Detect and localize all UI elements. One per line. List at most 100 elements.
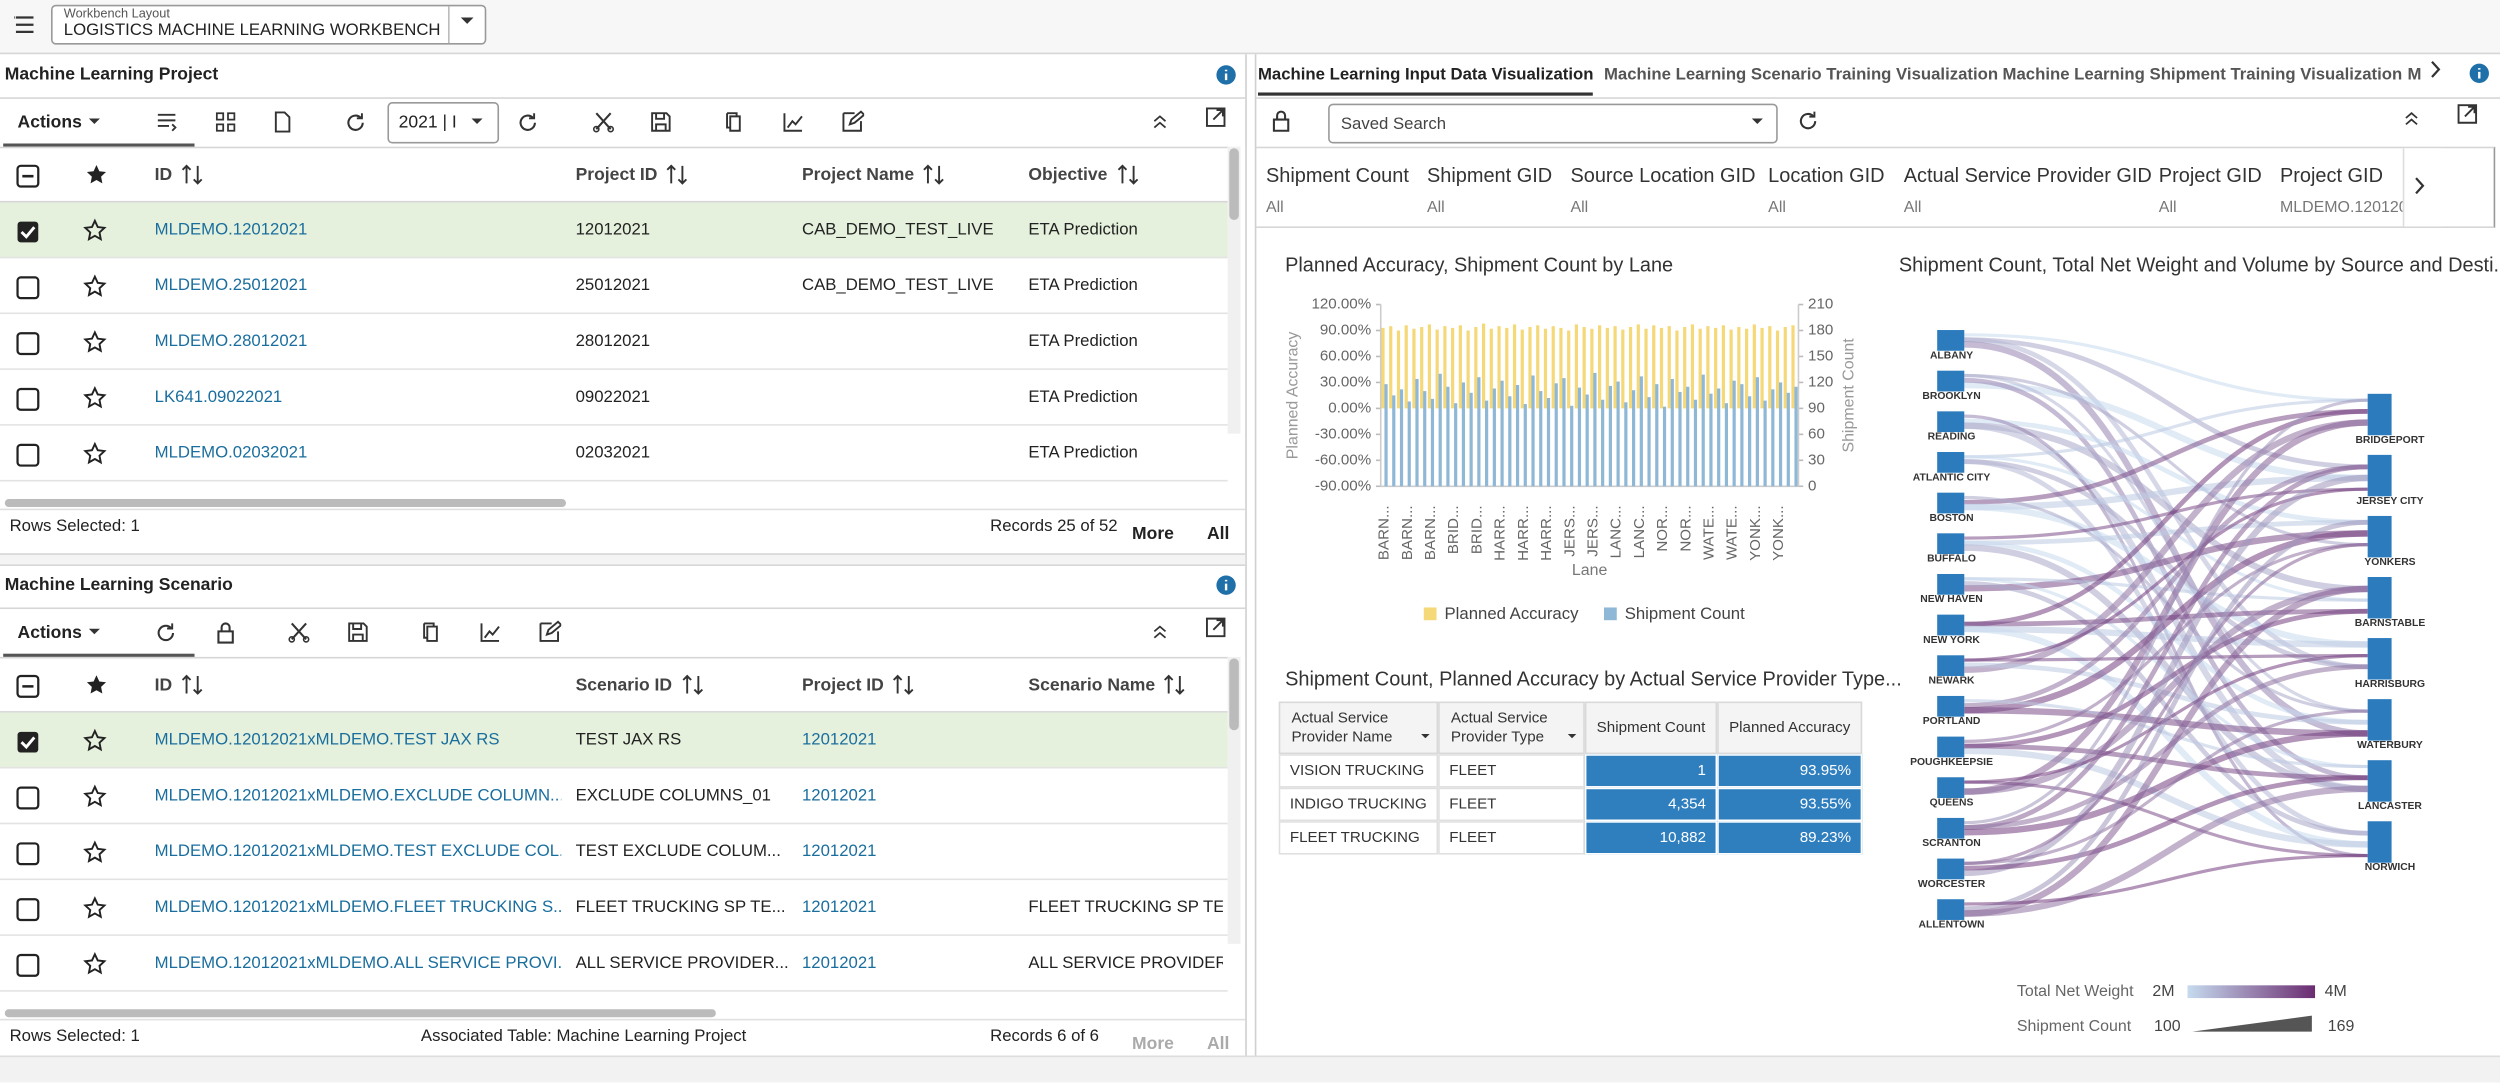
filter-label[interactable]: Project GID (2280, 164, 2383, 186)
sort-button[interactable] (891, 673, 915, 697)
toolbar-button[interactable] (214, 620, 238, 644)
favorite-button[interactable] (83, 330, 107, 354)
toolbar-button[interactable] (517, 110, 541, 134)
toolbar-button[interactable] (722, 110, 746, 134)
row-link[interactable]: 12012021 (802, 729, 876, 751)
favorite-button[interactable] (83, 840, 107, 864)
filter-label[interactable]: Shipment GID (1427, 164, 1552, 186)
toolbar-button[interactable] (537, 620, 561, 644)
sort-button[interactable] (1162, 673, 1186, 697)
more-button[interactable]: More (1132, 523, 1174, 545)
favorite-button[interactable] (83, 896, 107, 920)
refresh-button[interactable] (1797, 108, 1821, 132)
favorite-button[interactable] (83, 386, 107, 410)
layout-dropdown[interactable] (458, 10, 482, 34)
row-link[interactable]: MLDEMO.12012021xMLDEMO.EXCLUDE COLUMN... (155, 784, 562, 806)
sort-indicator[interactable] (1566, 729, 1582, 745)
column-header[interactable]: Project ID (802, 674, 884, 696)
collapse-button[interactable] (2400, 105, 2424, 129)
info-button[interactable] (1215, 64, 1237, 86)
row-link[interactable]: 12012021 (802, 784, 876, 806)
column-header[interactable]: ID (155, 164, 173, 186)
row-link[interactable]: 12012021 (802, 896, 876, 918)
row-link[interactable]: MLDEMO.12012021xMLDEMO.FLEET TRUCKING S.… (155, 896, 562, 918)
filter-label[interactable]: Location GID (1768, 164, 1884, 186)
actions-menu[interactable]: Actions (18, 112, 82, 134)
row-checkbox[interactable] (16, 730, 40, 754)
row-link[interactable]: MLDEMO.12012021xMLDEMO.ALL SERVICE PROVI… (155, 952, 562, 974)
toolbar-button[interactable] (344, 110, 368, 134)
row-checkbox[interactable] (16, 842, 40, 866)
maximize-button[interactable] (1204, 615, 1228, 639)
tab[interactable]: Machine Learning Shipment Training Visua… (2003, 64, 2403, 86)
row-link[interactable]: 12012021 (802, 952, 876, 974)
row-checkbox[interactable] (16, 220, 40, 244)
column-header[interactable]: ID (155, 674, 173, 696)
filter-label[interactable]: Actual Service Provider GID (1904, 164, 2152, 186)
toolbar-button[interactable] (346, 620, 370, 644)
toolbar-button[interactable] (155, 620, 179, 644)
column-header[interactable]: Scenario ID (576, 674, 673, 696)
sort-button[interactable] (180, 163, 204, 187)
column-header[interactable]: Project Name (802, 164, 914, 186)
toolbar-button[interactable] (649, 110, 673, 134)
maximize-button[interactable] (1204, 105, 1228, 129)
more-button[interactable]: More (1132, 1033, 1174, 1055)
select-all-checkbox[interactable] (16, 674, 40, 698)
sort-button[interactable] (681, 673, 705, 697)
info-button[interactable] (1215, 574, 1237, 596)
search-caret[interactable] (469, 112, 490, 133)
row-link[interactable]: MLDEMO.02032021 (155, 442, 308, 464)
row-checkbox[interactable] (16, 443, 40, 467)
row-checkbox[interactable] (16, 786, 40, 810)
menu-button[interactable] (13, 13, 37, 37)
actions-caret[interactable] (86, 112, 107, 133)
tab-scroll-button[interactable] (2425, 59, 2446, 80)
favorite-button[interactable] (83, 952, 107, 976)
row-checkbox[interactable] (16, 898, 40, 922)
toolbar-button[interactable] (287, 620, 311, 644)
favorite-button[interactable] (83, 784, 107, 808)
toolbar-button[interactable] (271, 110, 295, 134)
row-link[interactable]: MLDEMO.25012021 (155, 274, 308, 296)
filter-label[interactable]: Source Location GID (1570, 164, 1755, 186)
sort-button[interactable] (180, 673, 204, 697)
row-checkbox[interactable] (16, 332, 40, 356)
favorite-button[interactable] (83, 218, 107, 242)
filter-label[interactable]: Project GID (2159, 164, 2262, 186)
toolbar-button[interactable] (419, 620, 443, 644)
row-link[interactable]: LK641.09022021 (155, 386, 283, 408)
row-link[interactable]: MLDEMO.12012021 (155, 218, 308, 240)
favorite-button[interactable] (83, 274, 107, 298)
row-link[interactable]: MLDEMO.12012021xMLDEMO.TEST JAX RS (155, 729, 500, 751)
sort-indicator[interactable] (1419, 729, 1435, 745)
row-link[interactable]: 12012021 (802, 840, 876, 862)
favorite-button[interactable] (83, 442, 107, 466)
saved-search-caret[interactable] (1749, 112, 1770, 133)
toolbar-button[interactable] (592, 110, 616, 134)
sort-button[interactable] (1116, 163, 1140, 187)
toolbar-button[interactable] (155, 110, 179, 134)
column-header[interactable]: Project ID (576, 164, 658, 186)
all-button[interactable]: All (1207, 1033, 1229, 1055)
column-header[interactable]: Scenario Name (1028, 674, 1155, 696)
sort-button[interactable] (922, 163, 946, 187)
toolbar-button[interactable] (214, 110, 238, 134)
collapse-button[interactable] (1148, 108, 1172, 132)
sort-button[interactable] (665, 163, 689, 187)
tab[interactable]: M (2408, 64, 2427, 86)
select-all-checkbox[interactable] (16, 164, 40, 188)
collapse-button[interactable] (1148, 619, 1172, 643)
row-checkbox[interactable] (16, 276, 40, 300)
row-link[interactable]: MLDEMO.28012021 (155, 330, 308, 352)
all-button[interactable]: All (1207, 523, 1229, 545)
actions-menu[interactable]: Actions (18, 622, 82, 644)
tab-active[interactable]: Machine Learning Input Data Visualizatio… (1258, 64, 1593, 86)
row-link[interactable]: MLDEMO.12012021xMLDEMO.TEST EXCLUDE COL.… (155, 840, 562, 862)
favorite-button[interactable] (83, 729, 107, 753)
column-header[interactable]: Objective (1028, 164, 1107, 186)
tab[interactable]: Machine Learning Scenario Training Visua… (1604, 64, 1998, 86)
toolbar-button[interactable] (781, 110, 805, 134)
toolbar-button[interactable] (840, 110, 864, 134)
toolbar-button[interactable] (478, 620, 502, 644)
